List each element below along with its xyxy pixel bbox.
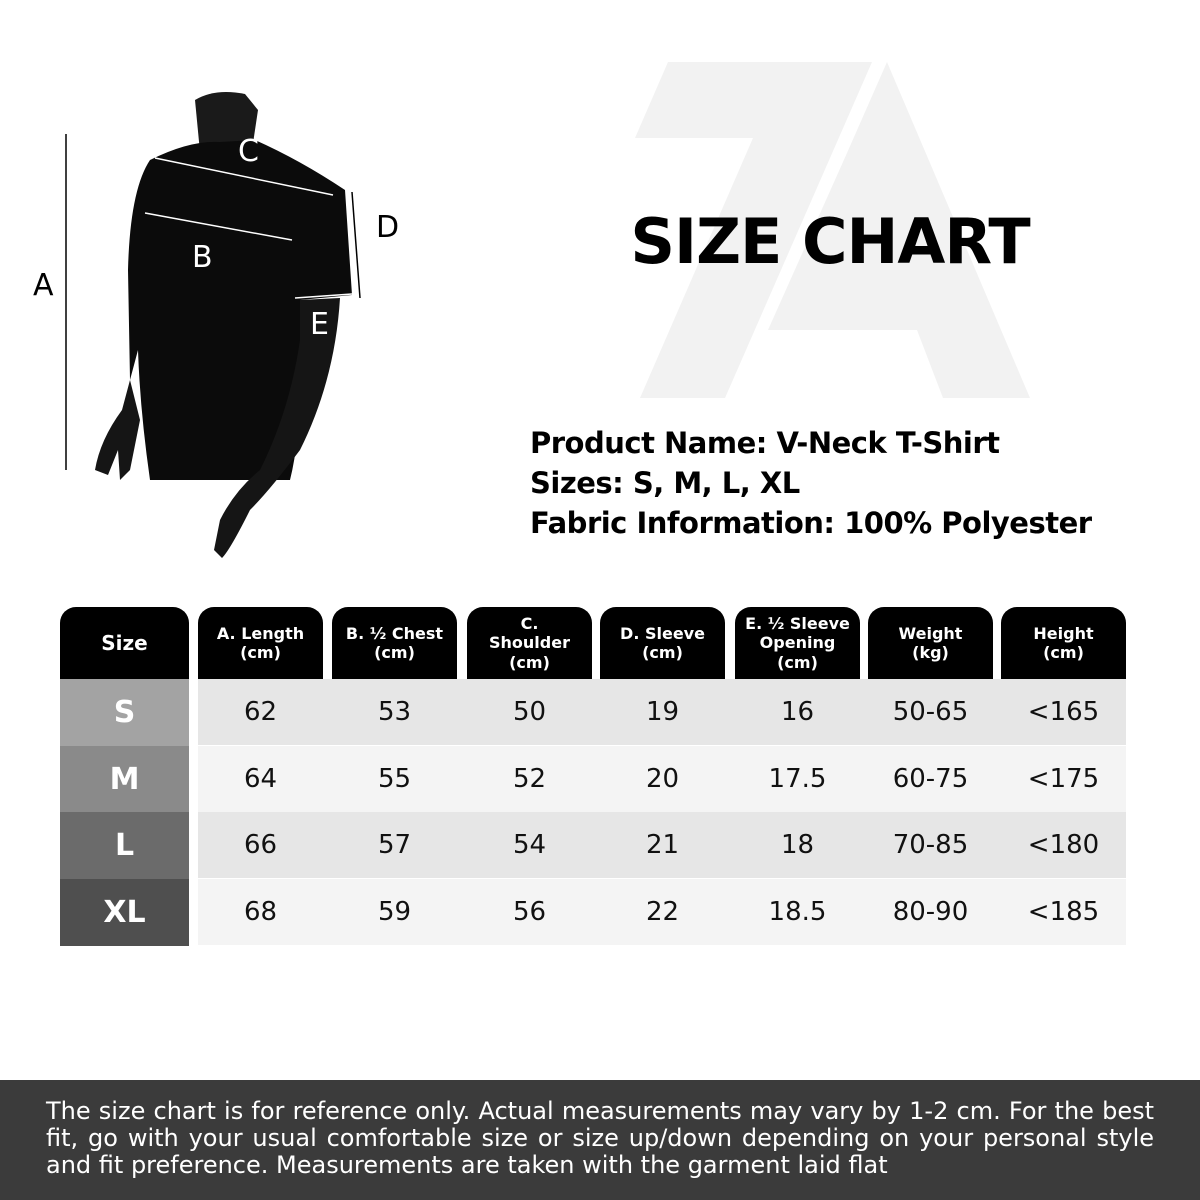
label-c: C — [238, 134, 259, 169]
label-d: D — [376, 210, 400, 245]
column-header: B. ½ Chest (cm) — [332, 607, 457, 679]
size-label: L — [60, 812, 189, 879]
table-row: 64 55 52 20 17.5 60-75 <175 — [198, 745, 1126, 812]
table-cell: 55 — [377, 763, 412, 794]
table-cell: 18.5 — [768, 896, 827, 927]
table-cell: 64 — [243, 763, 278, 794]
page-title: SIZE CHART — [630, 205, 1030, 278]
table-cell: <180 — [1027, 830, 1100, 860]
table-cell: 59 — [377, 896, 412, 927]
table-cell: 18 — [780, 830, 815, 860]
product-name: Product Name: V-Neck T-Shirt — [530, 426, 1000, 460]
table-cell: 22 — [645, 896, 680, 927]
table-cell: 19 — [645, 697, 680, 727]
table-cell: 21 — [645, 830, 680, 860]
table-cell: 54 — [512, 830, 547, 860]
table-cell: <165 — [1027, 697, 1100, 727]
table-cell: 56 — [512, 896, 547, 927]
table-cell: 66 — [243, 830, 278, 860]
table-cell: <185 — [1027, 896, 1100, 927]
table-cell: <175 — [1027, 763, 1100, 794]
table-cell: 16 — [780, 697, 815, 727]
table-cell: 57 — [377, 830, 412, 860]
footer-disclaimer: The size chart is for reference only. Ac… — [0, 1080, 1200, 1200]
table-row: 66 57 54 21 18 70-85 <180 — [198, 812, 1126, 878]
product-fabric: Fabric Information: 100% Polyester — [530, 506, 1092, 540]
column-header: C. Shoulder (cm) — [467, 607, 592, 679]
table-cell: 50 — [512, 697, 547, 727]
table-cell: 53 — [377, 697, 412, 727]
label-a: A — [33, 268, 54, 303]
table-cell: 62 — [243, 697, 278, 727]
table-cell: 52 — [512, 763, 547, 794]
size-label: M — [60, 745, 189, 813]
label-e: E — [310, 307, 329, 342]
column-header: E. ½ Sleeve Opening (cm) — [735, 607, 860, 679]
table-cell: 68 — [243, 896, 278, 927]
table-cell: 80-90 — [892, 896, 969, 927]
column-header: Height (cm) — [1001, 607, 1126, 679]
label-b: B — [192, 240, 213, 275]
column-header: Weight (kg) — [868, 607, 993, 679]
brand-watermark-logo — [635, 62, 1030, 398]
product-sizes: Sizes: S, M, L, XL — [530, 466, 800, 500]
table-cell: 70-85 — [892, 830, 969, 860]
table-row: 68 59 56 22 18.5 80-90 <185 — [198, 878, 1126, 945]
size-label: S — [60, 679, 189, 746]
table-cell: 50-65 — [892, 697, 969, 727]
mannequin-tshirt-illustration — [65, 92, 361, 558]
size-label: XL — [60, 878, 189, 946]
column-header: A. Length (cm) — [198, 607, 323, 679]
column-header: D. Sleeve (cm) — [600, 607, 725, 679]
table-row: 62 53 50 19 16 50-65 <165 — [198, 679, 1126, 745]
column-header: Size — [60, 607, 189, 679]
table-cell: 20 — [645, 763, 680, 794]
table-cell: 60-75 — [892, 763, 969, 794]
table-cell: 17.5 — [768, 763, 827, 794]
